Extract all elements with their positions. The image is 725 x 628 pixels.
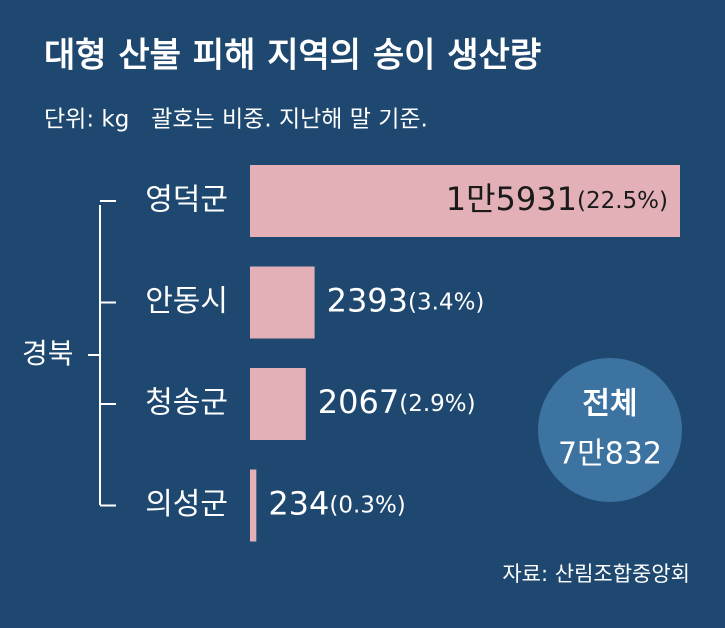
total-circle xyxy=(538,358,682,502)
value-text: 1만5931 xyxy=(446,180,577,218)
chart-title: 대형 산불 피해 지역의 송이 생산량 xyxy=(44,36,541,76)
subtitle: 단위: kg 괄호는 비중. 지난해 말 기준. xyxy=(44,107,428,133)
total-label: 전체 xyxy=(582,387,637,422)
source: 자료: 산림조합중앙회 xyxy=(502,562,690,586)
group-label: 경북 xyxy=(22,337,74,370)
category-label: 의성군 xyxy=(145,487,228,522)
value-label: 2067(2.9%) xyxy=(318,383,476,421)
value-label: 2393(3.4%) xyxy=(327,282,485,320)
share-text: (2.9%) xyxy=(399,391,475,417)
value-text: 2393 xyxy=(327,282,408,320)
bar xyxy=(250,469,257,542)
value-text: 234 xyxy=(268,485,329,523)
share-text: (22.5%) xyxy=(577,188,668,214)
value-text: 2067 xyxy=(318,383,399,421)
category-label: 청송군 xyxy=(145,386,228,421)
bar xyxy=(250,266,315,339)
share-text: (0.3%) xyxy=(329,492,405,518)
category-label: 안동시 xyxy=(145,284,228,319)
bar xyxy=(250,368,306,440)
value-label: 234(0.3%) xyxy=(268,485,405,523)
category-label: 영덕군 xyxy=(145,183,228,218)
share-text: (3.4%) xyxy=(408,289,484,315)
value-label: 1만5931(22.5%) xyxy=(446,180,668,218)
bar xyxy=(250,165,680,237)
total-value: 7만832 xyxy=(558,437,662,472)
